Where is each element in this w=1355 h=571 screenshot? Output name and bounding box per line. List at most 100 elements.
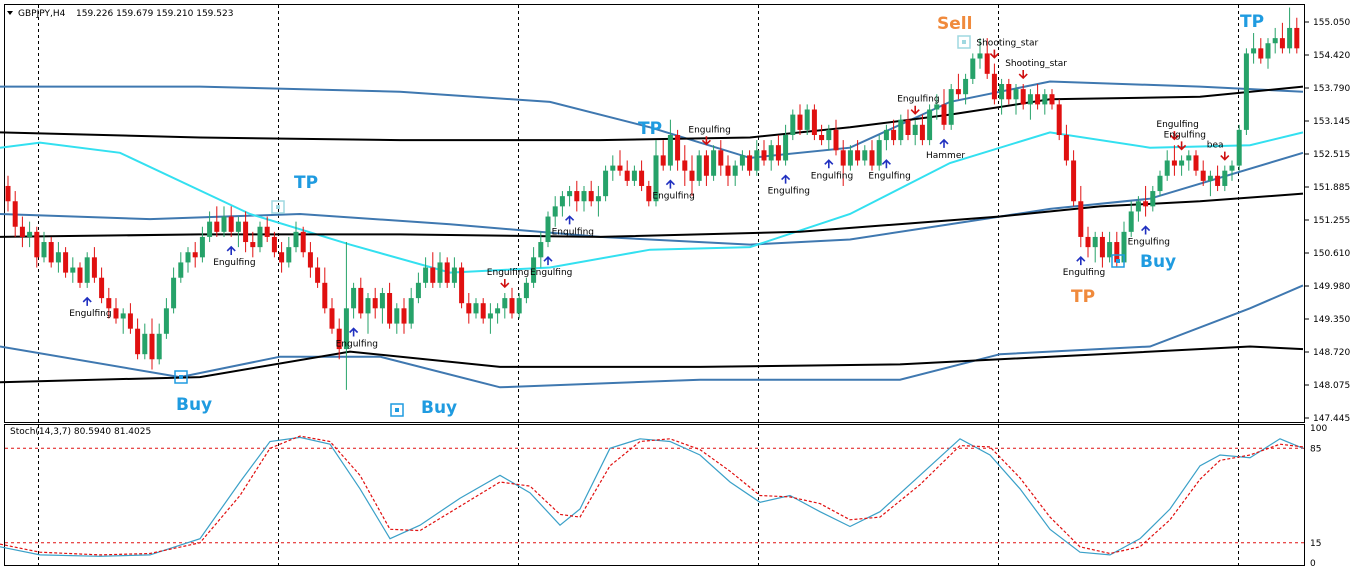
candle-body [538, 242, 544, 258]
candle-body [372, 298, 378, 309]
axis-label: 148.720 [1313, 348, 1350, 358]
candle-body [855, 150, 861, 161]
candle-body [1200, 170, 1206, 181]
candle-body [869, 150, 875, 166]
axis-label: 153.145 [1313, 117, 1350, 127]
candle-body [639, 170, 645, 186]
candle-body [451, 267, 457, 283]
candle-body [1056, 104, 1062, 135]
pattern-label: Shooting_star [1005, 59, 1067, 69]
pattern-label: Engulfing [897, 95, 939, 105]
axis-label: 148.075 [1313, 381, 1350, 391]
candle-body [682, 160, 688, 171]
candle-body [365, 298, 371, 314]
candle-body [898, 119, 904, 141]
candle-body [797, 114, 803, 130]
candle-body [1135, 201, 1141, 212]
candle-body [250, 242, 256, 248]
candle-body [264, 226, 270, 237]
signal-box-dot [1116, 259, 1120, 263]
pattern-label: Engulfing [768, 187, 810, 197]
ohlc-quote: 159.226 159.679 159.210 159.523 [76, 9, 233, 19]
candle-body [235, 221, 241, 232]
candle-body [588, 191, 594, 202]
axis-label: 150.610 [1313, 249, 1350, 259]
price-axis: 155.050 154.420 153.790 153.145 152.515 151.8… [1305, 18, 1350, 424]
candle-body [5, 185, 11, 202]
arrow-up-icon [349, 327, 359, 337]
candle-body [1071, 160, 1077, 202]
arrow-up-icon [824, 159, 834, 169]
dropdown-triangle-icon[interactable] [7, 11, 13, 15]
candle-body [495, 308, 501, 314]
signal-label: Sell [937, 14, 972, 34]
candle-body [171, 277, 177, 309]
candle-body [984, 53, 990, 74]
candle-body [1049, 94, 1055, 105]
candle-body [120, 313, 126, 319]
candle-body [1027, 94, 1033, 105]
candle-body [775, 145, 781, 161]
candle-body [955, 89, 961, 95]
candle-body [703, 155, 709, 176]
candle-body [862, 150, 868, 161]
candle-body [977, 53, 983, 59]
pattern-label: Engulfing [487, 268, 529, 278]
candle-body [343, 308, 349, 350]
candle-body [34, 231, 40, 258]
candle-body [1258, 48, 1264, 59]
arrow-down-icon [910, 105, 920, 115]
candle-body [768, 145, 774, 161]
candle-body [459, 267, 465, 304]
chart-header: GBPJPY,H4 159.226 159.679 159.210 159.52… [7, 9, 233, 19]
candle-body [487, 313, 493, 319]
candle-body [876, 140, 882, 166]
arrow-up-icon [1141, 225, 1151, 235]
arrow-up-icon [82, 296, 92, 306]
candle-body [329, 308, 335, 329]
axis-label: 151.255 [1313, 216, 1350, 226]
candle-body [48, 242, 54, 263]
candle-body [1013, 89, 1019, 100]
pattern-label: Engulfing [530, 268, 572, 278]
arrow-down-icon [1169, 131, 1179, 141]
candle-body [732, 165, 738, 176]
candle-body [610, 165, 616, 171]
candle-body [1006, 84, 1012, 100]
candle-body [840, 150, 846, 166]
candle-body [228, 216, 234, 232]
candle-body [307, 252, 313, 268]
candle-body [192, 252, 198, 258]
candle-body [667, 134, 673, 166]
candle-body [480, 303, 486, 319]
candle-body [1157, 175, 1163, 192]
candle-body [934, 104, 940, 110]
signal-box-icon [271, 200, 285, 214]
candle-body [912, 124, 918, 135]
signal-box-dot [276, 205, 280, 209]
arrow-up-icon [939, 138, 949, 148]
arrow-up-icon [226, 245, 236, 255]
axis-label: 151.885 [1313, 183, 1350, 193]
stoch-axis-label: 15 [1310, 539, 1321, 549]
signal-label: TP [638, 119, 662, 139]
candle-body [1092, 236, 1098, 248]
candle-body [1035, 94, 1041, 105]
candle-body [243, 221, 249, 243]
candle-body [970, 58, 976, 79]
arrow-down-icon [1177, 141, 1187, 151]
candle-body [1279, 38, 1285, 49]
candle-body [883, 129, 889, 141]
candle-body [783, 134, 789, 161]
candle-body [77, 267, 83, 283]
candle-body [1150, 191, 1156, 207]
candle-body [257, 226, 263, 248]
candle-body [12, 201, 18, 227]
signal-label: Buy [176, 395, 212, 415]
candle-body [199, 236, 205, 258]
signal-label: Buy [1140, 252, 1176, 272]
candle-body [63, 252, 69, 273]
arrow-down-icon [500, 279, 510, 289]
